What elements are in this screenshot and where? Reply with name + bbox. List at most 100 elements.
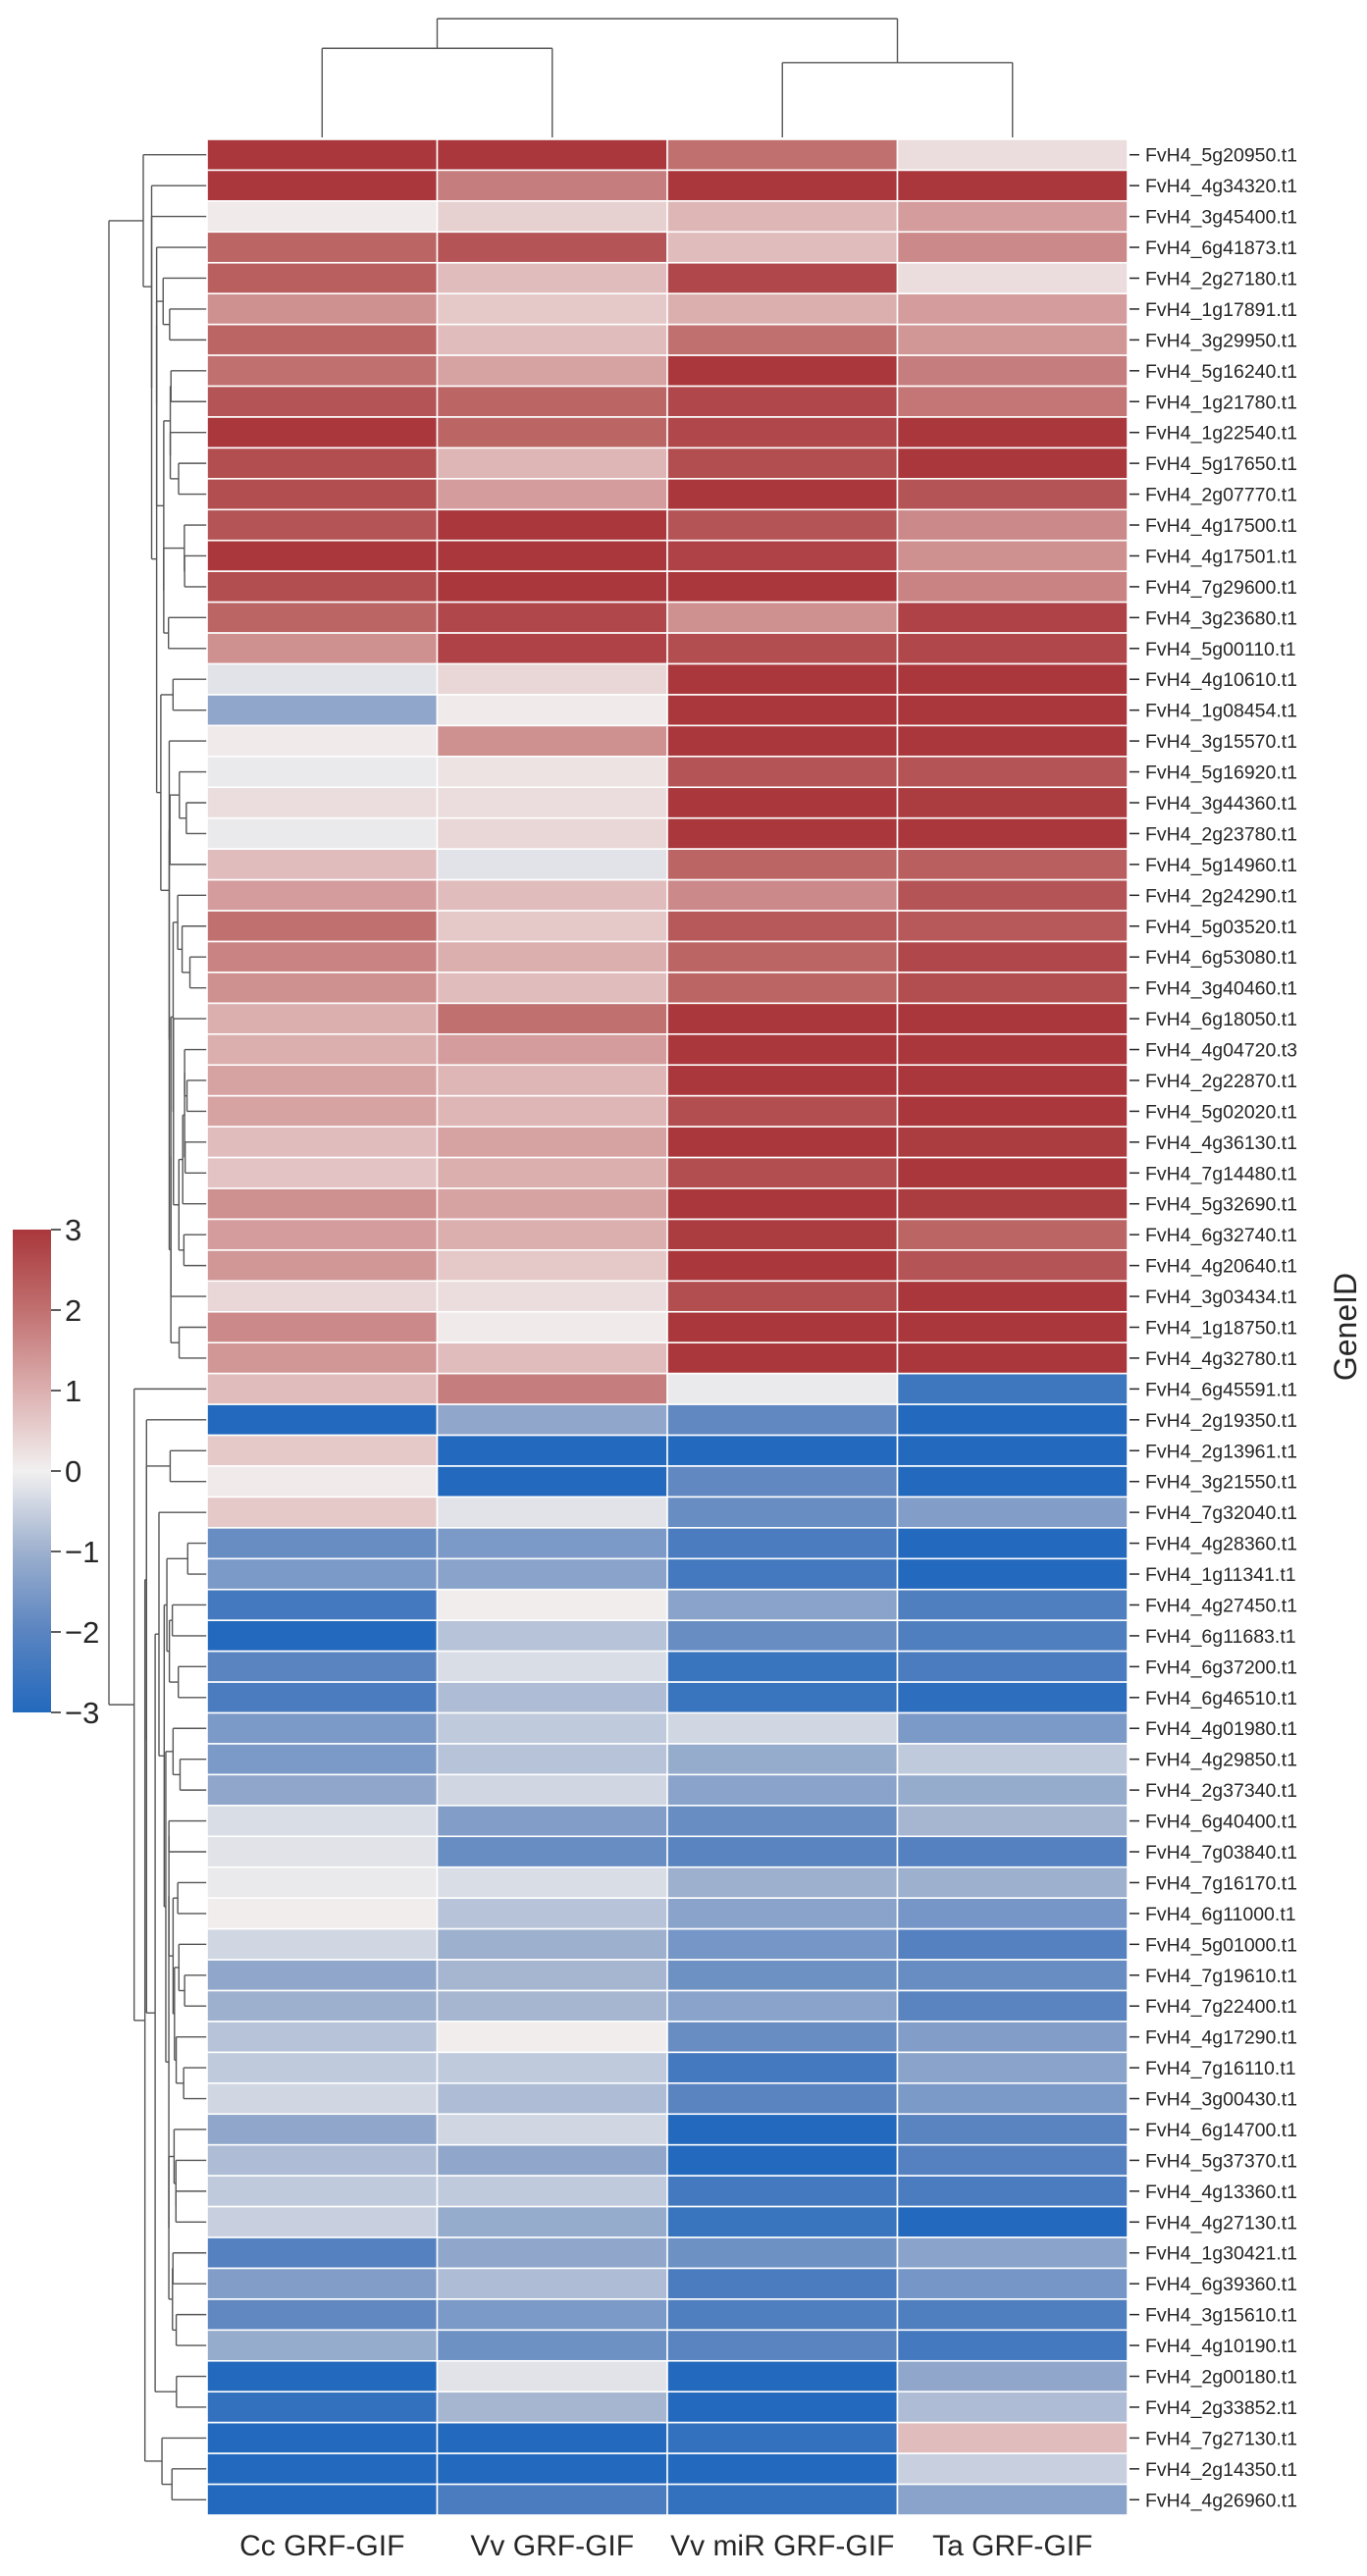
row-label: FvH4_7g29600.t1 xyxy=(1145,577,1297,599)
heatmap-cell xyxy=(436,1866,668,1899)
heatmap-cell xyxy=(896,1927,1129,1961)
heatmap-cell xyxy=(436,756,668,789)
row-label: FvH4_6g41873.t1 xyxy=(1145,237,1297,259)
heatmap-cell xyxy=(666,878,899,912)
row-label: FvH4_2g33852.t1 xyxy=(1145,2397,1297,2419)
heatmap-cell xyxy=(666,1959,899,1992)
heatmap-cell xyxy=(206,1959,439,1992)
heatmap-cell xyxy=(666,2113,899,2146)
heatmap-cell xyxy=(666,2483,899,2516)
heatmap-cell xyxy=(206,1927,439,1961)
row-label: FvH4_6g11683.t1 xyxy=(1145,1626,1296,1648)
heatmap-cell xyxy=(436,816,668,850)
row-label: FvH4_2g23780.t1 xyxy=(1145,823,1297,845)
heatmap-cell xyxy=(436,200,668,234)
row-label: FvH4_5g02020.t1 xyxy=(1145,1101,1297,1123)
heatmap-cell xyxy=(666,508,899,542)
column-labels: Cc GRF-GIF Vv GRF-GIF Vv miR GRF-GIF Ta GRF… xyxy=(239,2530,1092,2562)
heatmap-cell xyxy=(436,1094,668,1128)
row-label: FvH4_6g39360.t1 xyxy=(1145,2274,1297,2295)
heatmap-cell xyxy=(666,323,899,356)
heatmap-cell xyxy=(896,1156,1129,1189)
heatmap-cell xyxy=(436,1805,668,1838)
heatmap-cell xyxy=(666,1434,899,1467)
row-label: FvH4_2g07770.t1 xyxy=(1145,485,1297,506)
heatmap-cell xyxy=(436,662,668,696)
heatmap-cell xyxy=(436,1280,668,1313)
heatmap-cell xyxy=(896,2483,1129,2516)
heatmap-cell xyxy=(666,2143,899,2177)
heatmap-cell xyxy=(206,292,439,326)
row-label: FvH4_1g30421.t1 xyxy=(1145,2243,1297,2265)
heatmap-cell xyxy=(436,1126,668,1159)
heatmap-cell xyxy=(666,1064,899,1097)
row-labels: FvH4_5g20950.t1 FvH4_4g34320.t1 FvH4_3g454… xyxy=(1145,145,1297,2512)
heatmap-cell xyxy=(666,848,899,881)
heatmap-cell xyxy=(896,2082,1129,2116)
heatmap-cell xyxy=(436,2359,668,2393)
heatmap-cell xyxy=(436,2483,668,2516)
heatmap-cell xyxy=(666,539,899,572)
heatmap-cell xyxy=(436,1033,668,1067)
heatmap-cell xyxy=(666,292,899,326)
heatmap-cell xyxy=(666,2175,899,2208)
heatmap-cell xyxy=(896,662,1129,696)
heatmap-cell xyxy=(206,231,439,264)
heatmap-cell xyxy=(666,756,899,789)
heatmap-cell xyxy=(206,447,439,480)
heatmap-cell xyxy=(896,539,1129,572)
heatmap-cell xyxy=(436,848,668,881)
heatmap-cell xyxy=(206,1835,439,1868)
heatmap-cell xyxy=(436,1557,668,1591)
heatmap-cell xyxy=(896,138,1129,172)
heatmap-cell xyxy=(206,1773,439,1807)
heatmap-cell xyxy=(206,2391,439,2424)
heatmap-cell xyxy=(436,1835,668,1868)
row-label: FvH4_1g08454.t1 xyxy=(1145,701,1297,722)
heatmap-cell xyxy=(206,1711,439,1745)
heatmap-cell xyxy=(436,292,668,326)
heatmap-cell xyxy=(896,323,1129,356)
heatmap-cell xyxy=(436,1711,668,1745)
heatmap-cell xyxy=(896,601,1129,634)
heatmap-cell xyxy=(206,539,439,572)
heatmap-cell xyxy=(666,2391,899,2424)
heatmap-cell xyxy=(206,816,439,850)
colorbar-tick-label: −2 xyxy=(65,1615,99,1650)
heatmap-cell xyxy=(896,1341,1129,1375)
heatmap-cell xyxy=(666,385,899,418)
heatmap-cell xyxy=(896,2021,1129,2054)
row-label: FvH4_5g20950.t1 xyxy=(1145,145,1297,167)
heatmap-cell xyxy=(666,261,899,295)
heatmap-cell xyxy=(666,662,899,696)
row-label: FvH4_6g32740.t1 xyxy=(1145,1225,1297,1246)
heatmap-cell xyxy=(666,354,899,388)
heatmap-cell xyxy=(206,1094,439,1128)
row-label: FvH4_4g28360.t1 xyxy=(1145,1534,1297,1555)
heatmap-cell xyxy=(896,1711,1129,1745)
heatmap-cell xyxy=(896,1403,1129,1437)
heatmap-cell xyxy=(436,2452,668,2486)
heatmap-cell xyxy=(206,508,439,542)
row-label: FvH4_1g21780.t1 xyxy=(1145,392,1297,413)
heatmap-cell xyxy=(436,1218,668,1251)
heatmap-cell xyxy=(666,1773,899,1807)
heatmap-cell xyxy=(206,2175,439,2208)
heatmap-cell xyxy=(896,1218,1129,1251)
heatmap-cell xyxy=(896,1681,1129,1714)
row-label: FvH4_5g32690.t1 xyxy=(1145,1194,1297,1216)
heatmap-cell xyxy=(206,2143,439,2177)
heatmap-cell xyxy=(436,1773,668,1807)
heatmap-cell xyxy=(896,385,1129,418)
heatmap-cell xyxy=(206,2421,439,2454)
row-label: FvH4_4g26960.t1 xyxy=(1145,2490,1297,2511)
heatmap-cell xyxy=(666,2421,899,2454)
heatmap-cell xyxy=(206,570,439,604)
heatmap-cell xyxy=(206,1866,439,1899)
heatmap-cell xyxy=(666,632,899,665)
heatmap-cell xyxy=(666,2236,899,2270)
heatmap-cell xyxy=(896,940,1129,973)
column-label: Vv miR GRF-GIF xyxy=(670,2530,894,2562)
heatmap-cell xyxy=(896,1496,1129,1529)
heatmap-cell xyxy=(896,169,1129,202)
